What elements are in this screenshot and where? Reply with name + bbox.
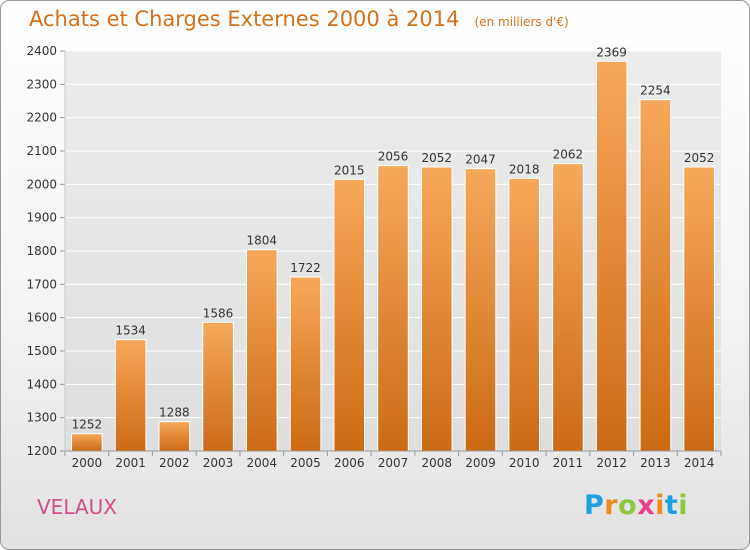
x-tick-label: 2012 [596, 456, 627, 470]
bar-value-label: 2369 [596, 45, 627, 59]
logo-letter: t [664, 490, 679, 521]
x-tick-label: 2006 [334, 456, 365, 470]
bar-2011 [552, 163, 584, 452]
y-tick-label: 1900 [26, 211, 57, 225]
bar-2014 [683, 166, 715, 452]
x-tick-label: 2007 [378, 456, 409, 470]
bar-2006 [333, 178, 366, 452]
y-tick-label: 1200 [26, 444, 57, 458]
logo-letter: P [584, 490, 605, 521]
logo-letter: x [637, 490, 656, 521]
y-tick-label: 2100 [26, 144, 57, 158]
x-tick-label: 2004 [247, 456, 278, 470]
x-tick-label: 2000 [72, 456, 103, 470]
y-tick-label: 1500 [26, 344, 57, 358]
bar-value-label: 1722 [290, 261, 321, 275]
x-tick-label: 2005 [290, 456, 321, 470]
x-axis-ticks: 2000 2001 2002 2003 2004 2005 2006 2007 2008 2009… [64, 451, 722, 470]
y-tick-label: 2400 [26, 44, 57, 58]
x-tick-label: 2013 [640, 456, 671, 470]
logo-letter: o [618, 490, 638, 521]
bar-value-label: 1252 [72, 418, 103, 432]
city-name: VELAUX [37, 495, 117, 519]
bar-2010 [508, 177, 541, 452]
bar-2005 [289, 276, 322, 452]
y-tick-label: 2200 [26, 111, 57, 125]
bar-2003 [202, 321, 234, 452]
logo-letter: i [678, 490, 689, 521]
bar-2004 [245, 249, 278, 452]
y-tick-label: 2000 [26, 177, 57, 191]
bar-labels: 1252 1534 1288 1586 1804 1722 2015 2056 2052 2047… [72, 45, 715, 431]
bar-value-label: 1288 [159, 406, 190, 420]
bar-2013 [639, 99, 672, 452]
y-tick-label: 1700 [26, 277, 57, 291]
bar-2008 [420, 166, 453, 452]
bar-value-label: 2018 [509, 162, 540, 176]
y-tick-label: 1300 [26, 411, 57, 425]
title-row: Achats et Charges Externes 2000 à 2014 (… [29, 7, 569, 31]
chart-title: Achats et Charges Externes 2000 à 2014 [29, 7, 460, 31]
x-tick-label: 2002 [159, 456, 190, 470]
x-tick-label: 2009 [465, 456, 496, 470]
bar-2002 [158, 421, 191, 452]
x-tick-label: 2001 [115, 456, 146, 470]
bar-value-label: 2062 [553, 148, 584, 162]
x-tick-label: 2011 [553, 456, 584, 470]
bar-2009 [464, 168, 497, 452]
x-tick-label: 2010 [509, 456, 540, 470]
y-tick-label: 1400 [26, 377, 57, 391]
bar-2007 [377, 165, 409, 452]
chart-unit: (en milliers d'€) [474, 15, 569, 29]
bars [71, 60, 715, 452]
bar-value-label: 2056 [378, 150, 409, 164]
x-tick-label: 2014 [684, 456, 715, 470]
y-tick-label: 1800 [26, 244, 57, 258]
x-tick-label: 2008 [421, 456, 452, 470]
y-axis-ticks: 1200 1300 1400 1500 1600 1700 1800 1900 2000 2100… [26, 44, 65, 458]
bar-value-label: 1534 [115, 324, 146, 338]
bar-value-label: 2254 [640, 84, 671, 98]
bar-value-label: 2047 [465, 153, 496, 167]
bar-2001 [114, 339, 147, 452]
bar-2012 [595, 60, 628, 452]
proxiti-logo[interactable]: Proxiti [584, 490, 688, 521]
y-tick-label: 2300 [26, 77, 57, 91]
x-tick-label: 2003 [203, 456, 234, 470]
bar-2000 [71, 433, 103, 452]
bar-value-label: 2015 [334, 163, 365, 177]
logo-letter: i [655, 490, 665, 521]
bar-value-label: 1586 [203, 306, 234, 320]
bar-value-label: 2052 [421, 151, 452, 165]
logo-letter: r [604, 490, 619, 521]
bar-value-label: 1804 [247, 234, 278, 248]
bar-value-label: 2052 [684, 151, 715, 165]
y-tick-label: 1600 [26, 311, 57, 325]
